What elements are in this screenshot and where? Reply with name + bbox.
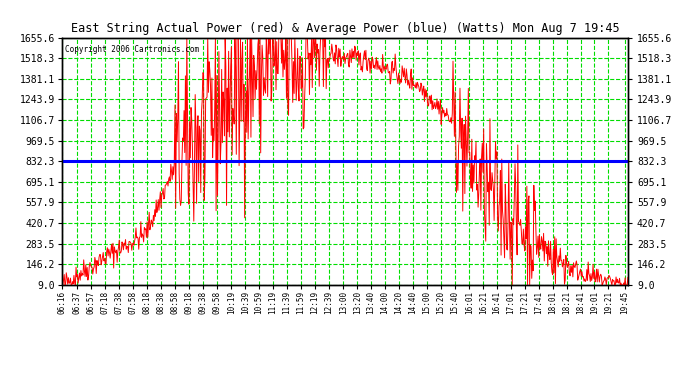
Text: Copyright 2006 Cartronics.com: Copyright 2006 Cartronics.com [65, 45, 199, 54]
Title: East String Actual Power (red) & Average Power (blue) (Watts) Mon Aug 7 19:45: East String Actual Power (red) & Average… [70, 22, 620, 35]
